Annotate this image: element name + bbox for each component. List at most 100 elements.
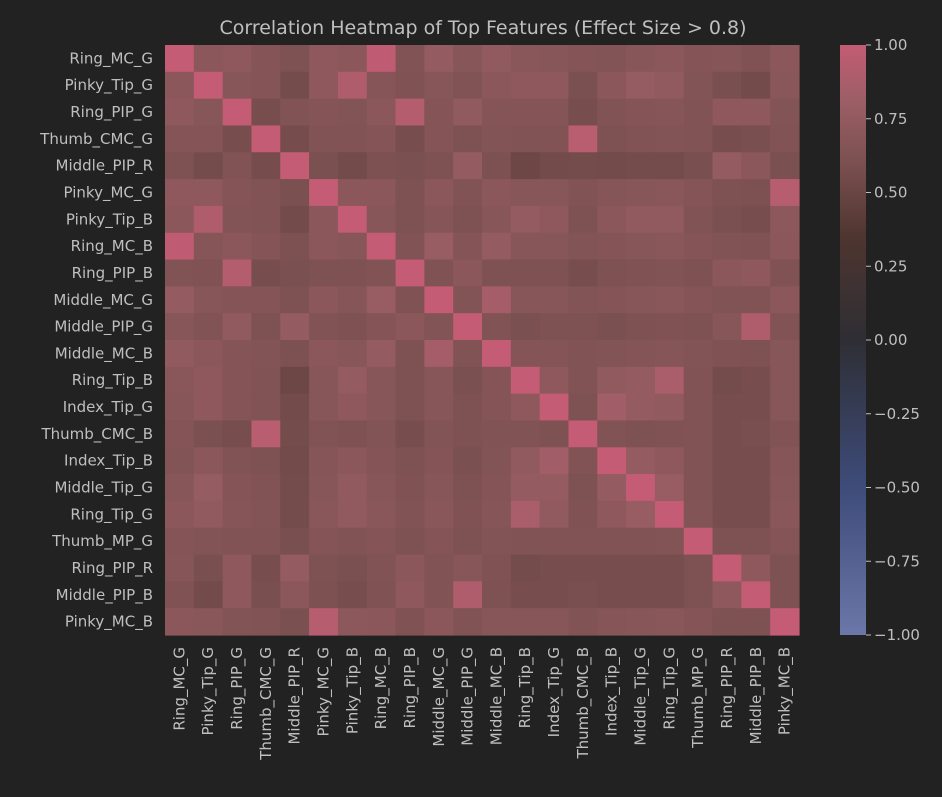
heatmap-cell-Middle_PIP_R-Ring_MC_B bbox=[366, 152, 397, 180]
heatmap-cell-Thumb_MP_G-Thumb_MP_G bbox=[683, 527, 714, 556]
heatmap-cell-Ring_PIP_B-Ring_PIP_G bbox=[222, 259, 253, 287]
heatmap-cell-Ring_Tip_B-Middle_PIP_G bbox=[453, 366, 483, 395]
heatmap-cell-Pinky_MC_B-Middle_Tip_G bbox=[626, 608, 656, 636]
heatmap-cell-Ring_PIP_G-Ring_PIP_R bbox=[712, 98, 742, 127]
heatmap-cell-Ring_PIP_G-Thumb_CMC_B bbox=[568, 98, 598, 127]
heatmap-cell-Ring_MC_G-Index_Tip_B bbox=[597, 45, 627, 73]
heatmap-cell-Middle_PIP_G-Middle_PIP_G bbox=[453, 313, 483, 341]
x-tick-label: Middle_PIP_B bbox=[747, 647, 766, 744]
heatmap-cell-Middle_MC_G-Ring_PIP_R bbox=[712, 286, 742, 314]
heatmap-cell-Ring_PIP_G-Thumb_CMC_G bbox=[251, 98, 281, 127]
heatmap-cell-Middle_PIP_B-Index_Tip_B bbox=[597, 581, 627, 609]
x-axis-tick-labels: Ring_MC_G Pinky_Tip_G Ring_PIP_G Thumb_CMC_… bbox=[170, 647, 794, 761]
heatmap-cell-Middle_PIP_G-Thumb_MP_G bbox=[683, 313, 714, 341]
heatmap-cell-Ring_Tip_G-Middle_PIP_G bbox=[453, 500, 483, 529]
heatmap-cell-Middle_MC_B-Pinky_MC_G bbox=[309, 340, 339, 368]
heatmap-cell-Ring_PIP_R-Thumb_MP_G bbox=[683, 554, 714, 582]
heatmap-cell-Ring_MC_B-Ring_MC_G bbox=[165, 232, 195, 261]
heatmap-cell-Middle_PIP_B-Middle_PIP_R bbox=[280, 581, 310, 609]
heatmap-cell-Ring_PIP_B-Ring_MC_G bbox=[165, 259, 195, 287]
heatmap-cell-Pinky_MC_G-Thumb_MP_G bbox=[683, 179, 714, 207]
x-tick-label: Thumb_CMC_B bbox=[574, 647, 593, 760]
heatmap-cell-Index_Tip_B-Ring_PIP_G bbox=[222, 447, 253, 475]
heatmap-cell-Pinky_MC_G-Middle_PIP_B bbox=[741, 179, 771, 207]
heatmap-cell-Thumb_MP_G-Ring_Tip_B bbox=[510, 527, 541, 556]
heatmap-cell-Index_Tip_G-Middle_Tip_G bbox=[626, 393, 656, 422]
heatmap-cell-Thumb_MP_G-Pinky_MC_B bbox=[770, 527, 800, 556]
heatmap-cell-Middle_PIP_R-Pinky_MC_G bbox=[309, 152, 339, 180]
heatmap-cell-Ring_Tip_G-Middle_MC_B bbox=[482, 500, 512, 529]
heatmap-cell-Ring_PIP_R-Index_Tip_G bbox=[539, 554, 570, 582]
colorbar-tick-labels: 1.00 0.75 0.50 0.25 0.00 −0.25 −0.50 −0.75 −1.00 bbox=[866, 36, 920, 644]
x-tick-label: Ring_PIP_G bbox=[228, 647, 247, 730]
heatmap-cell-Pinky_MC_G-Ring_PIP_G bbox=[222, 179, 253, 207]
heatmap-cell-Pinky_Tip_B-Middle_Tip_G bbox=[626, 205, 656, 234]
heatmap-cell-Middle_PIP_R-Middle_Tip_G bbox=[626, 152, 656, 180]
heatmap-cell-Middle_PIP_B-Middle_Tip_G bbox=[626, 581, 656, 609]
heatmap-cell-Pinky_Tip_B-Middle_MC_B bbox=[482, 205, 512, 234]
heatmap-cell-Thumb_CMC_G-Index_Tip_G bbox=[539, 125, 570, 153]
heatmap-cell-Index_Tip_B-Ring_Tip_G bbox=[654, 447, 685, 475]
heatmap-cell-Middle_MC_B-Pinky_MC_B bbox=[770, 340, 800, 368]
heatmap-cell-Pinky_Tip_G-Middle_PIP_G bbox=[453, 71, 483, 100]
heatmap-cell-Ring_Tip_B-Thumb_CMC_G bbox=[251, 366, 281, 395]
heatmap-cell-Ring_Tip_G-Middle_Tip_G bbox=[626, 500, 656, 529]
heatmap-cell-Pinky_MC_G-Ring_MC_B bbox=[366, 179, 397, 207]
heatmap-cell-Middle_MC_G-Middle_MC_G bbox=[424, 286, 454, 314]
heatmap-cell-Pinky_Tip_G-Ring_PIP_G bbox=[222, 71, 253, 100]
heatmap-cell-Pinky_MC_G-Pinky_Tip_B bbox=[337, 179, 368, 207]
heatmap-cell-Middle_MC_B-Ring_PIP_R bbox=[712, 340, 742, 368]
y-tick-label: Ring_Tip_G bbox=[70, 505, 153, 524]
heatmap-cell-Middle_Tip_G-Ring_Tip_G bbox=[654, 474, 685, 502]
heatmap-cell-Ring_MC_B-Pinky_Tip_G bbox=[193, 232, 224, 261]
heatmap-cells bbox=[165, 45, 800, 636]
heatmap-cell-Ring_Tip_G-Ring_MC_B bbox=[366, 500, 397, 529]
heatmap-cell-Pinky_MC_G-Ring_PIP_B bbox=[395, 179, 425, 207]
heatmap-cell-Ring_PIP_R-Ring_PIP_R bbox=[712, 554, 742, 582]
heatmap-cell-Ring_MC_G-Ring_PIP_R bbox=[712, 45, 742, 73]
heatmap-cell-Ring_PIP_B-Middle_MC_G bbox=[424, 259, 454, 287]
x-tick-label: Index_Tip_B bbox=[603, 647, 622, 736]
y-tick-label: Index_Tip_B bbox=[64, 452, 153, 471]
heatmap-cell-Pinky_Tip_G-Middle_PIP_R bbox=[280, 71, 310, 100]
heatmap-cell-Pinky_Tip_G-Thumb_MP_G bbox=[683, 71, 714, 100]
y-tick-label: Pinky_Tip_G bbox=[65, 76, 153, 95]
heatmap-cell-Pinky_MC_B-Middle_PIP_G bbox=[453, 608, 483, 636]
heatmap-cell-Thumb_CMC_B-Pinky_Tip_G bbox=[193, 420, 224, 448]
heatmap-cell-Pinky_MC_G-Pinky_MC_B bbox=[770, 179, 800, 207]
colorbar-tick-label: −1.00 bbox=[874, 626, 920, 644]
heatmap-cell-Ring_PIP_G-Pinky_MC_B bbox=[770, 98, 800, 127]
heatmap-cell-Middle_PIP_R-Middle_PIP_B bbox=[741, 152, 771, 180]
heatmap-cell-Ring_MC_B-Thumb_CMC_G bbox=[251, 232, 281, 261]
heatmap-cell-Ring_PIP_B-Pinky_MC_G bbox=[309, 259, 339, 287]
heatmap-cell-Index_Tip_B-Middle_MC_B bbox=[482, 447, 512, 475]
y-tick-label: Middle_PIP_B bbox=[56, 586, 153, 605]
x-tick-label: Thumb_CMC_G bbox=[257, 647, 276, 761]
heatmap-cell-Thumb_CMC_G-Middle_PIP_B bbox=[741, 125, 771, 153]
y-tick-label: Thumb_MP_G bbox=[51, 532, 153, 551]
heatmap-cell-Middle_Tip_G-Ring_PIP_B bbox=[395, 474, 425, 502]
heatmap-cell-Middle_PIP_G-Middle_MC_G bbox=[424, 313, 454, 341]
y-tick-label: Ring_PIP_B bbox=[72, 264, 153, 283]
heatmap-cell-Thumb_CMC_G-Ring_PIP_R bbox=[712, 125, 742, 153]
heatmap-cell-Ring_Tip_B-Middle_PIP_R bbox=[280, 366, 310, 395]
y-tick-label: Middle_MC_B bbox=[55, 344, 153, 363]
heatmap-cell-Pinky_Tip_B-Middle_PIP_B bbox=[741, 205, 771, 234]
heatmap-cell-Middle_MC_G-Ring_PIP_B bbox=[395, 286, 425, 314]
heatmap-cell-Thumb_CMC_B-Index_Tip_B bbox=[597, 420, 627, 448]
heatmap-cell-Pinky_MC_B-Middle_MC_B bbox=[482, 608, 512, 636]
heatmap-cell-Index_Tip_G-Thumb_CMC_G bbox=[251, 393, 281, 422]
heatmap-cell-Middle_MC_G-Pinky_Tip_G bbox=[193, 286, 224, 314]
heatmap-cell-Ring_PIP_R-Middle_MC_B bbox=[482, 554, 512, 582]
heatmap-cell-Ring_MC_B-Pinky_MC_B bbox=[770, 232, 800, 261]
heatmap-cell-Pinky_Tip_B-Thumb_CMC_G bbox=[251, 205, 281, 234]
heatmap-cell-Pinky_MC_B-Pinky_MC_B bbox=[770, 608, 800, 636]
heatmap-cell-Pinky_Tip_B-Pinky_MC_B bbox=[770, 205, 800, 234]
heatmap-cell-Ring_PIP_R-Pinky_Tip_B bbox=[337, 554, 368, 582]
heatmap-cell-Thumb_CMC_G-Ring_MC_G bbox=[165, 125, 195, 153]
heatmap-cell-Pinky_MC_B-Middle_PIP_R bbox=[280, 608, 310, 636]
heatmap-cell-Ring_MC_G-Pinky_Tip_G bbox=[193, 45, 224, 73]
heatmap-cell-Middle_Tip_G-Middle_PIP_G bbox=[453, 474, 483, 502]
heatmap-cell-Thumb_MP_G-Thumb_CMC_B bbox=[568, 527, 598, 556]
